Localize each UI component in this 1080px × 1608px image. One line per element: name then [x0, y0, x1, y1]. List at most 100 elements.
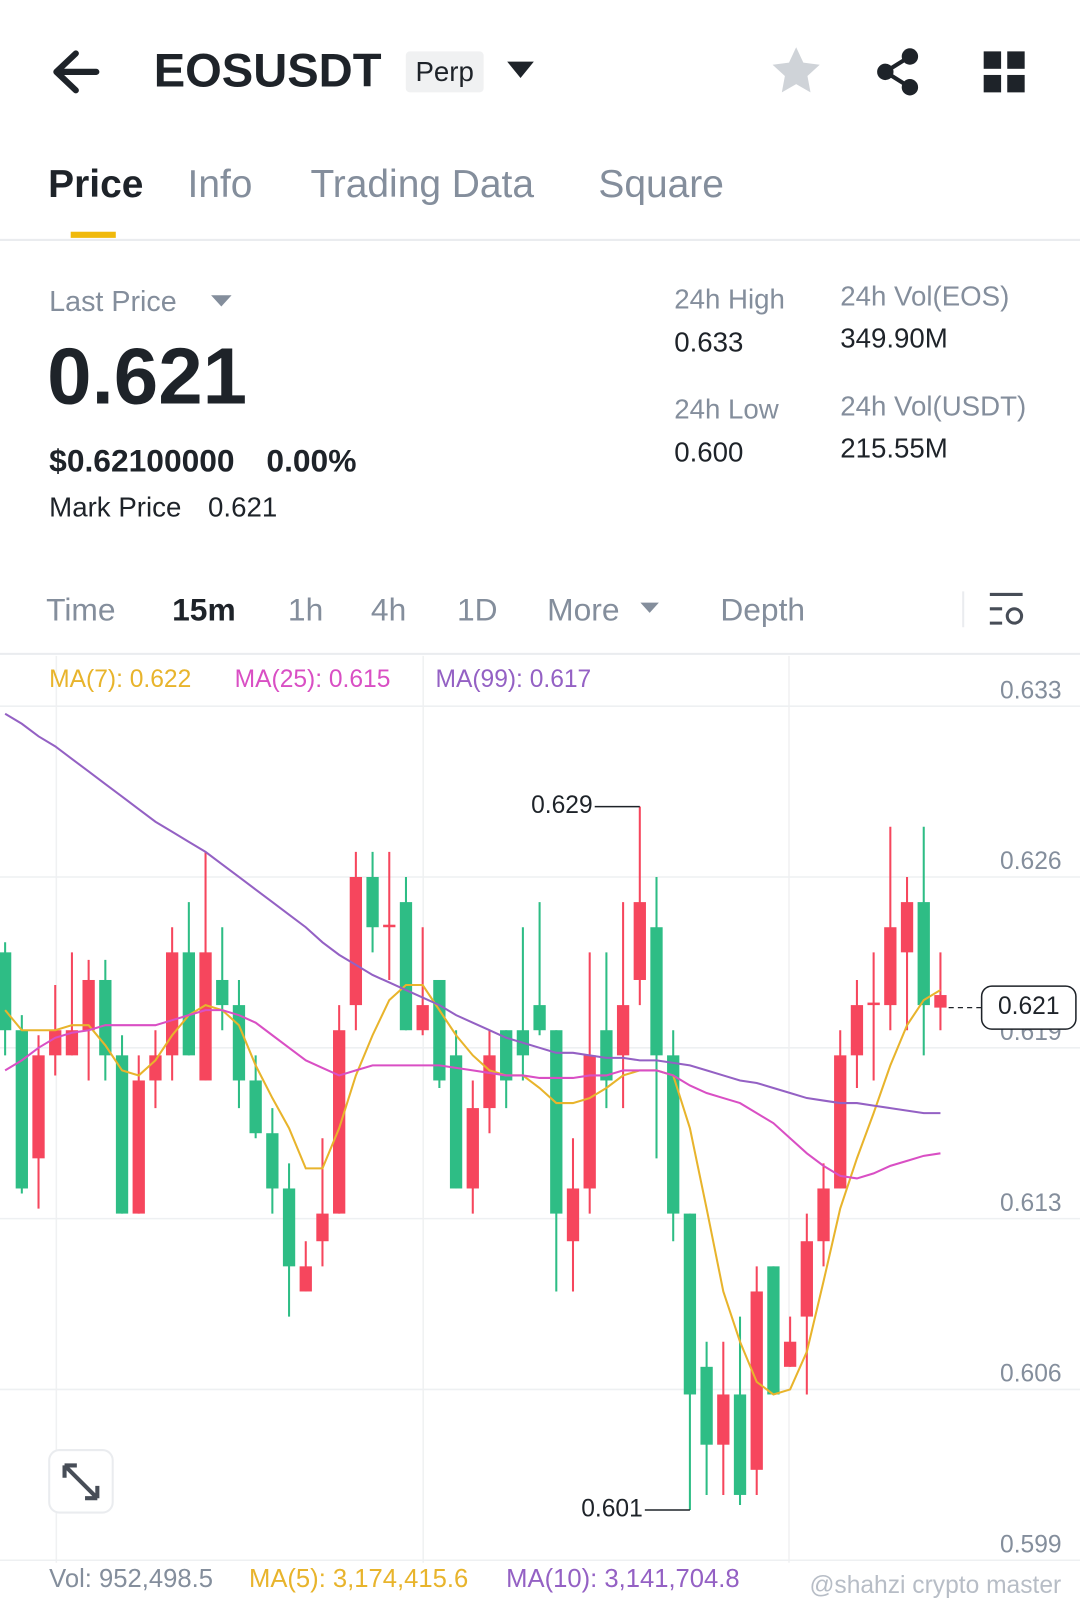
- candle-body: [82, 979, 95, 1031]
- candle-body: [0, 952, 12, 1031]
- share-button[interactable]: [877, 48, 919, 96]
- candle-body: [800, 1241, 813, 1317]
- chart-settings[interactable]: [989, 592, 1024, 625]
- candle-body: [333, 1030, 346, 1214]
- mark-price: 0.621: [208, 492, 277, 523]
- stat-value: 0.600: [674, 436, 743, 467]
- ma-legend: MA(7): 0.622: [49, 666, 191, 693]
- interval[interactable]: 1D: [457, 591, 498, 627]
- candle-body: [49, 1030, 62, 1056]
- interval[interactable]: 15m: [172, 591, 236, 627]
- candle-body: [633, 902, 646, 980]
- mark-price-label: Mark Price: [49, 492, 181, 523]
- candle-body: [366, 876, 379, 928]
- candle-body: [900, 902, 914, 953]
- candle-body: [282, 1188, 296, 1267]
- y-tick-label: 0.633: [1000, 677, 1062, 704]
- candle-body: [884, 927, 897, 1006]
- last-price: 0.621: [47, 331, 247, 420]
- interval[interactable]: Time: [46, 591, 115, 627]
- ma-line: [4, 1009, 941, 1180]
- grid-cell: [1007, 74, 1025, 93]
- ma-line: [4, 712, 941, 1115]
- high-label: 0.629: [531, 792, 593, 819]
- candle-body: [783, 1341, 797, 1367]
- stat-label: 24h Vol(EOS): [840, 281, 1009, 312]
- candle-body: [600, 1030, 613, 1081]
- candle-body: [399, 902, 413, 1031]
- favorite-star[interactable]: [772, 47, 820, 93]
- candle-body: [917, 902, 930, 1006]
- tab[interactable]: Square: [598, 163, 724, 206]
- badge-bg: [405, 51, 484, 93]
- candle-body: [132, 1080, 145, 1214]
- ma-legend: MA(25): 0.615: [235, 666, 391, 693]
- candle-body: [667, 1055, 680, 1214]
- volume-ma10: MA(10): 3,141,704.8: [506, 1565, 739, 1593]
- share-lines: [881, 54, 911, 89]
- more-dropdown[interactable]: [640, 602, 659, 613]
- candle-body: [717, 1394, 730, 1445]
- candle-body: [449, 1055, 463, 1189]
- candle-body: [834, 1055, 847, 1189]
- grid-cell: [983, 51, 1002, 69]
- stat-value: 0.633: [674, 327, 743, 358]
- candle-body: [216, 979, 229, 1006]
- candle-body: [99, 979, 112, 1056]
- y-tick-label: 0.599: [1000, 1531, 1062, 1558]
- menu-grid[interactable]: [983, 51, 1025, 93]
- interval[interactable]: 4h: [371, 591, 406, 627]
- last-price-dropdown[interactable]: [211, 295, 232, 307]
- candle-body: [767, 1266, 780, 1395]
- candle-body: [733, 1394, 747, 1495]
- interval[interactable]: Depth: [720, 591, 805, 627]
- settings-lines: [989, 592, 1023, 625]
- tab[interactable]: Info: [188, 163, 253, 206]
- grid-cell: [1007, 51, 1025, 69]
- badge: Perp: [415, 56, 473, 87]
- stat-label: 24h Low: [674, 393, 780, 424]
- interval[interactable]: 1h: [288, 591, 323, 627]
- last-price-label[interactable]: Last Price: [49, 286, 177, 318]
- candle-body: [149, 1055, 162, 1081]
- back-arrow: [53, 50, 100, 94]
- candle-body: [934, 995, 947, 1008]
- candle-body: [817, 1188, 830, 1242]
- candle-body: [316, 1213, 329, 1242]
- ma-line: [4, 983, 941, 1396]
- stat-value: 349.90M: [840, 323, 948, 354]
- stat-label: 24h High: [674, 284, 785, 315]
- candle-body: [616, 1005, 630, 1056]
- candle-body: [266, 1133, 279, 1189]
- candle-body: [850, 1005, 864, 1056]
- candle-body: [483, 1055, 496, 1109]
- candle-body: [533, 1005, 546, 1031]
- back-button[interactable]: [53, 50, 100, 94]
- watermark: @shahzi crypto master: [809, 1572, 1061, 1599]
- tab[interactable]: Trading Data: [310, 163, 534, 206]
- candle-body: [299, 1266, 312, 1292]
- candle-body: [583, 1055, 596, 1189]
- y-tick-label: 0.626: [1000, 848, 1062, 875]
- change: 0.00%: [266, 443, 356, 479]
- candle-body: [65, 1030, 79, 1056]
- symbol-dropdown[interactable]: [507, 61, 534, 79]
- volume: Vol: 952,498.5: [49, 1565, 213, 1593]
- candle-body: [349, 876, 363, 1006]
- candle-body: [165, 952, 179, 1056]
- candle-body: [550, 1030, 563, 1214]
- tab-indicator: [70, 231, 116, 238]
- candle-body: [700, 1366, 713, 1445]
- stat-value: 215.55M: [840, 432, 948, 463]
- candle-body: [867, 1002, 880, 1006]
- candle-body: [650, 927, 663, 1056]
- candle-body: [683, 1213, 697, 1395]
- interval[interactable]: More: [547, 591, 619, 627]
- candle-body: [249, 1080, 262, 1134]
- candle-body: [232, 1005, 246, 1081]
- usd-price: $0.62100000: [49, 443, 234, 479]
- tab[interactable]: Price: [48, 163, 143, 206]
- settings-gear: [1005, 607, 1024, 625]
- y-tick-label: 0.613: [1000, 1190, 1062, 1217]
